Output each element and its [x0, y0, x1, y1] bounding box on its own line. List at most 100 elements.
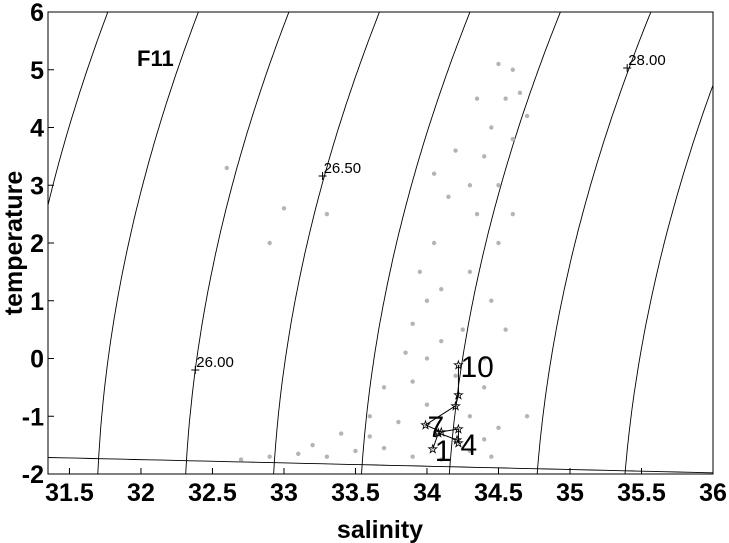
data-point: [296, 451, 301, 456]
data-point: [467, 448, 473, 454]
x-tick-label: 33.5: [331, 479, 380, 507]
isopycnal: [48, 12, 109, 207]
x-tick-label: 36: [699, 479, 727, 507]
y-tick-label: 0: [30, 346, 44, 374]
track-star: ☆: [433, 426, 444, 440]
x-tick-label: 35: [556, 479, 584, 507]
x-tick-label: 32: [127, 479, 155, 507]
data-point: [474, 96, 480, 101]
data-point: [338, 431, 344, 436]
y-tick-label: -1: [22, 403, 44, 431]
track-star: ☆: [453, 422, 464, 436]
data-point: [489, 298, 494, 303]
track-star: ☆: [436, 425, 447, 439]
scatter: [224, 61, 530, 462]
data-point: [481, 437, 487, 442]
track-label: 1: [435, 435, 452, 468]
y-tick-label: 6: [30, 0, 44, 27]
data-point: [474, 211, 480, 217]
data-point: [424, 298, 430, 303]
track-star: ☆: [453, 358, 464, 372]
isopycnal-label: 26.50: [324, 160, 362, 177]
isopycnal-label-mark: [318, 172, 327, 181]
data-point: [510, 136, 515, 142]
data-point: [446, 194, 451, 199]
isopycnal-label-mark: [623, 64, 632, 73]
data-point: [324, 454, 330, 459]
data-point: [324, 211, 330, 217]
data-point: [238, 457, 244, 462]
data-point: [431, 171, 437, 176]
data-point: [267, 240, 272, 246]
y-tick-label: 5: [30, 57, 44, 85]
data-point: [431, 240, 437, 246]
x-tick-label: 31.5: [45, 479, 94, 507]
data-point: [503, 327, 508, 332]
y-axis-label: temperature: [0, 171, 28, 316]
data-point: [281, 206, 287, 211]
x-tick-label: 34.5: [474, 479, 523, 507]
data-point: [410, 321, 415, 327]
plot-area: [47, 11, 714, 475]
freezing-line: [48, 457, 713, 474]
data-point: [453, 373, 458, 379]
data-point: [467, 414, 473, 419]
data-point: [496, 425, 501, 430]
track-star: ☆: [453, 436, 464, 450]
isopycnals: [48, 12, 713, 474]
y-tick-label: 3: [30, 172, 44, 200]
data-point: [524, 414, 530, 419]
x-tick-label: 34: [413, 479, 441, 507]
data-point: [410, 379, 415, 384]
data-point: [496, 183, 501, 188]
isopycnal: [97, 12, 199, 474]
data-point: [481, 385, 487, 390]
data-point: [496, 61, 501, 67]
data-point: [410, 454, 415, 459]
data-point: [381, 445, 387, 451]
track-label: 7: [428, 411, 445, 444]
isopycnal: [624, 83, 713, 474]
data-point: [510, 67, 515, 72]
data-point: [489, 454, 494, 459]
track-star: ☆: [453, 388, 464, 402]
data-point: [424, 356, 430, 361]
data-point: [417, 269, 423, 275]
data-point: [524, 113, 530, 119]
data-point: [367, 414, 372, 419]
isopycnal: [185, 12, 290, 474]
data-point: [396, 419, 401, 425]
y-tick-label: 2: [30, 230, 44, 258]
isopycnal: [448, 12, 561, 474]
foreground: 31.5 32 32.5 33 33.5 34 34.5 35 35.5 36-2-1012345…: [22, 0, 727, 507]
track-line: [424, 364, 459, 450]
data-point: [381, 385, 387, 390]
data-point: [424, 402, 430, 407]
data-point: [439, 287, 444, 292]
data-point: [467, 183, 473, 188]
data-point: [403, 350, 408, 355]
isopycnal-label: 26.00: [196, 354, 234, 371]
data-point: [367, 434, 372, 439]
isopycnal: [273, 12, 380, 474]
track-label: 4: [460, 429, 477, 462]
data-point: [460, 327, 465, 332]
data-point: [467, 269, 473, 275]
isopycnal-label: 28.00: [628, 52, 666, 69]
isopycnal: [361, 12, 471, 474]
data-point: [353, 448, 358, 454]
data-point: [503, 96, 508, 101]
data-point: [439, 338, 444, 344]
x-tick-label: 35.5: [617, 479, 666, 507]
y-tick-label: 1: [30, 288, 44, 316]
data-point: [510, 211, 515, 217]
data-point: [453, 148, 458, 153]
y-tick-label: -2: [22, 461, 44, 489]
track-star: ☆: [450, 399, 461, 413]
data-point: [481, 356, 487, 361]
x-tick-label: 32.5: [188, 479, 237, 507]
track-star: ☆: [452, 433, 463, 447]
data-point: [517, 90, 523, 96]
isopycnal: [536, 12, 652, 474]
